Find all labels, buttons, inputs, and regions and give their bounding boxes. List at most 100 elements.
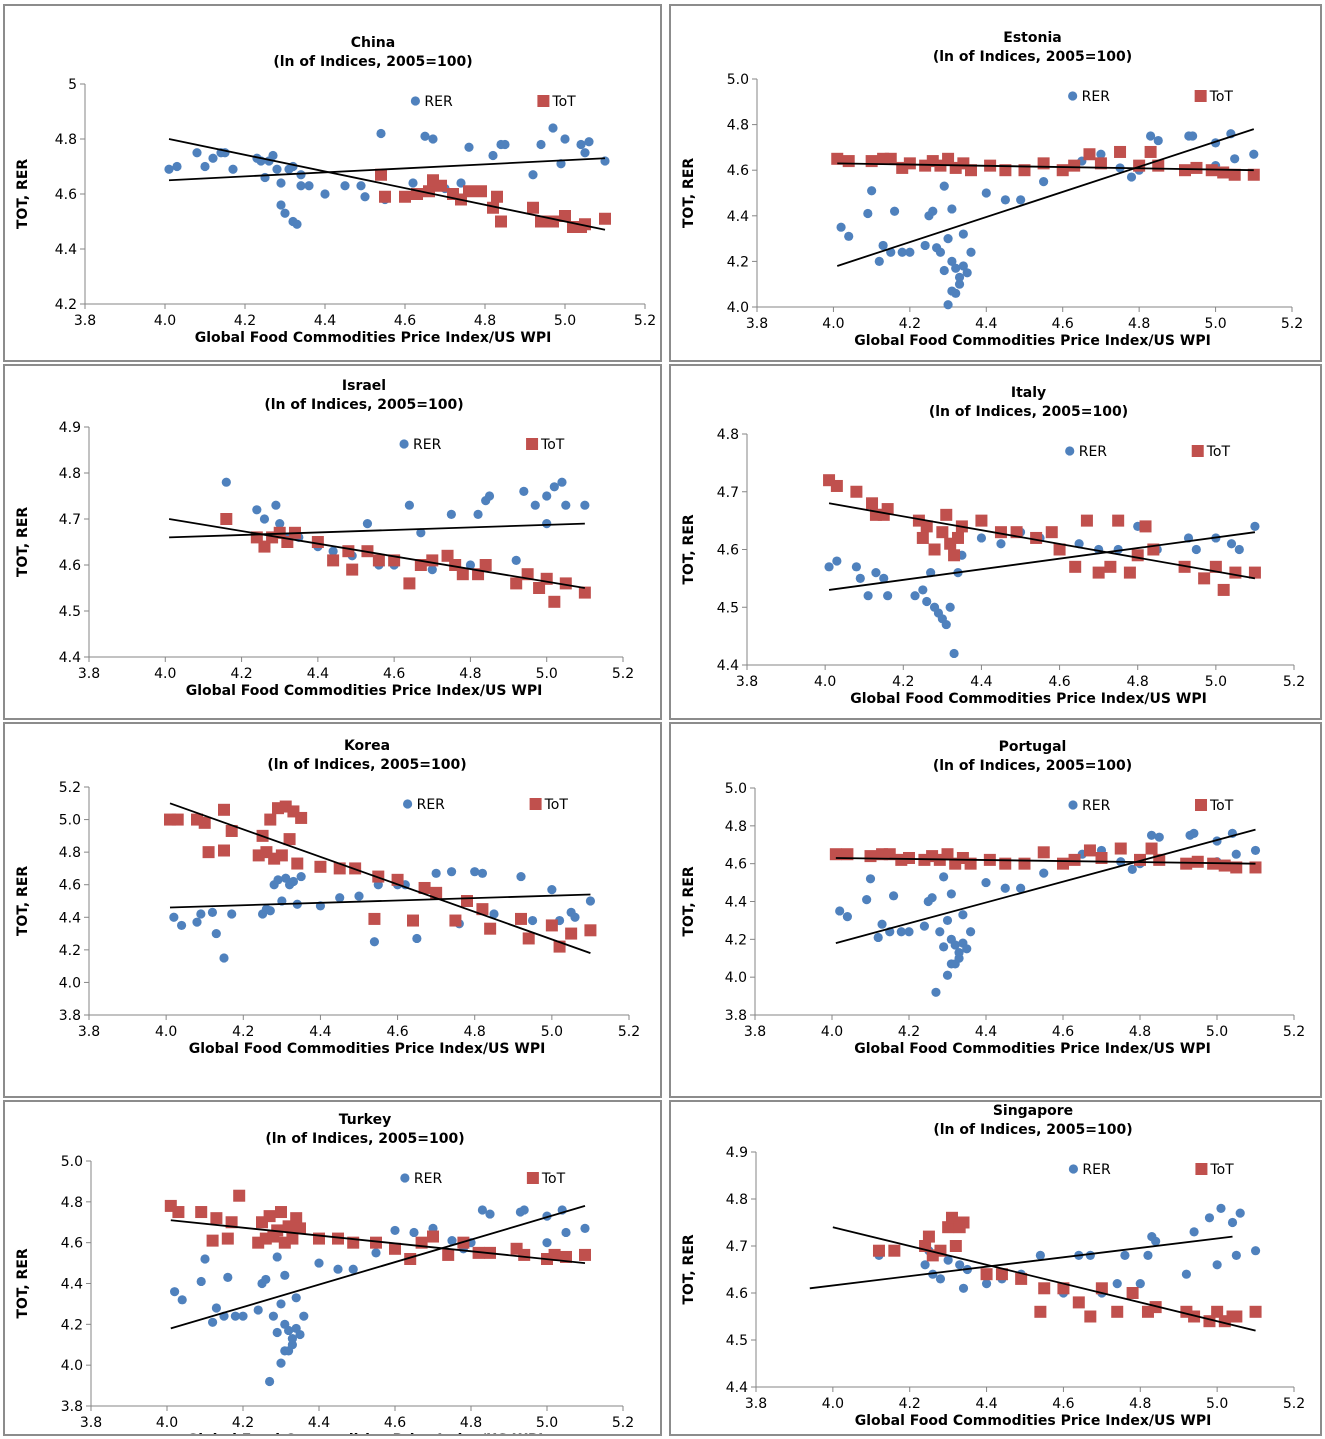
tot-point <box>942 152 955 165</box>
x-tick-label: 5.2 <box>634 313 656 329</box>
rer-point <box>1096 149 1106 159</box>
x-tick-label: 4.8 <box>1129 1396 1151 1412</box>
legend-rer-label: RER <box>1079 444 1108 460</box>
tot-point <box>922 1230 935 1243</box>
series-rer <box>836 129 1259 310</box>
tot-point <box>1149 1301 1162 1314</box>
x-axis-label: Global Food Commodities Price Index/US W… <box>854 333 1211 349</box>
tot-point <box>461 895 473 907</box>
rer-point <box>207 907 218 917</box>
tot-point <box>372 554 385 567</box>
rer-point <box>260 172 270 183</box>
tot-point <box>1180 857 1193 870</box>
tot-point <box>578 586 591 599</box>
chart-svg-israel: Israel (ln of Indices, 2005=100) 4.4 4.5 4.6… <box>15 378 634 699</box>
chart-panel-singapore: Singapore (ln of Indices, 2005=100) 4.4 4.5… <box>669 1100 1322 1436</box>
y-tick-label: 4.0 <box>61 1358 83 1374</box>
rer-point <box>897 247 907 257</box>
rer-point <box>1135 1279 1145 1289</box>
tot-point <box>1123 566 1136 579</box>
rer-point <box>947 204 957 214</box>
tot-point <box>940 508 953 521</box>
y-tick-label: 4.6 <box>55 187 77 203</box>
y-tick-label: 4.6 <box>61 1236 83 1252</box>
rer-point <box>169 912 179 922</box>
tot-point <box>872 1244 885 1257</box>
rer-point <box>390 1225 400 1236</box>
chart-svg-turkey: Turkey (ln of Indices, 2005=100) 3.8 4.0 4.2… <box>15 1112 634 1434</box>
x-axis-label: Global Food Commodities Price Index/US W… <box>195 330 552 346</box>
tot-point <box>903 851 915 864</box>
tot-point <box>198 816 211 829</box>
tot-point <box>225 824 238 837</box>
rer-point <box>910 591 920 601</box>
x-tick-label: 4.0 <box>822 1396 844 1412</box>
rer-point <box>943 1255 953 1265</box>
x-tick-label: 4.0 <box>154 666 176 682</box>
rer-point <box>369 937 380 947</box>
rer-point <box>192 148 202 158</box>
x-tick-label: 4.0 <box>814 674 836 690</box>
rer-point <box>865 874 876 884</box>
tot-point <box>342 545 355 558</box>
rer-point <box>954 947 964 958</box>
chart-svg-portugal: Portugal (ln of Indices, 2005=100) 3.8 4.0 4… <box>681 739 1305 1057</box>
tot-point <box>1018 857 1031 870</box>
tot-point <box>1190 161 1203 174</box>
tot-point <box>1038 1282 1051 1295</box>
rer-point <box>276 200 286 210</box>
tot-point <box>533 582 546 594</box>
rer-point <box>296 181 306 191</box>
rer-point <box>1188 131 1198 141</box>
rer-point <box>939 265 949 276</box>
rer-point <box>1154 832 1164 842</box>
rer-point <box>519 486 529 496</box>
tot-point <box>565 927 578 940</box>
legend-rer-marker <box>1065 446 1075 456</box>
y-tick-label: 4.2 <box>727 254 749 270</box>
tot-point <box>945 1211 958 1224</box>
rer-point <box>966 247 976 257</box>
y-tick-label: 5 <box>68 77 77 93</box>
y-axis-label: TOT, RER <box>15 507 31 578</box>
tot-point <box>888 1244 901 1257</box>
tot-point <box>171 813 184 826</box>
tot-point <box>965 164 977 177</box>
tot-point <box>1080 514 1093 527</box>
x-tick-label: 3.8 <box>746 316 768 332</box>
rer-point <box>927 893 937 903</box>
tot-point <box>995 1268 1008 1281</box>
rer-point <box>360 192 370 202</box>
rer-point <box>356 181 366 191</box>
tot-point <box>218 844 230 857</box>
x-tick-label: 4.2 <box>230 666 252 682</box>
x-tick-label: 3.8 <box>736 674 758 690</box>
rer-point <box>228 164 238 174</box>
tot-point <box>522 932 535 945</box>
trend-line-rer <box>170 1205 586 1330</box>
tot-point <box>441 549 454 562</box>
rer-point <box>561 1227 571 1238</box>
trend-line-rer <box>168 157 606 182</box>
tot-point <box>1209 560 1222 573</box>
legend-rer-marker <box>403 799 413 809</box>
rer-point <box>164 164 174 174</box>
rer-point <box>296 170 306 180</box>
rer-point <box>1189 828 1199 838</box>
rer-point <box>272 164 282 174</box>
rer-point <box>922 596 932 607</box>
rer-point <box>905 247 915 257</box>
rer-point <box>489 909 499 919</box>
rer-point <box>1000 195 1010 205</box>
x-tick-label: 5.2 <box>1283 674 1305 690</box>
tot-point <box>1057 1282 1070 1295</box>
y-tick-label: 4.4 <box>717 658 739 674</box>
chart-subtitle: (ln of Indices, 2005=100) <box>933 49 1132 65</box>
chart-subtitle: (ln of Indices, 2005=100) <box>273 54 472 70</box>
rer-point <box>918 585 928 595</box>
chart-svg-italy: Italy (ln of Indices, 2005=100) 4.4 4.5 4.6 4… <box>681 385 1305 707</box>
chart-title: Italy <box>1011 385 1046 401</box>
rer-point <box>981 877 991 888</box>
tot-point <box>273 526 286 539</box>
y-tick-label: 4.9 <box>726 1145 748 1161</box>
